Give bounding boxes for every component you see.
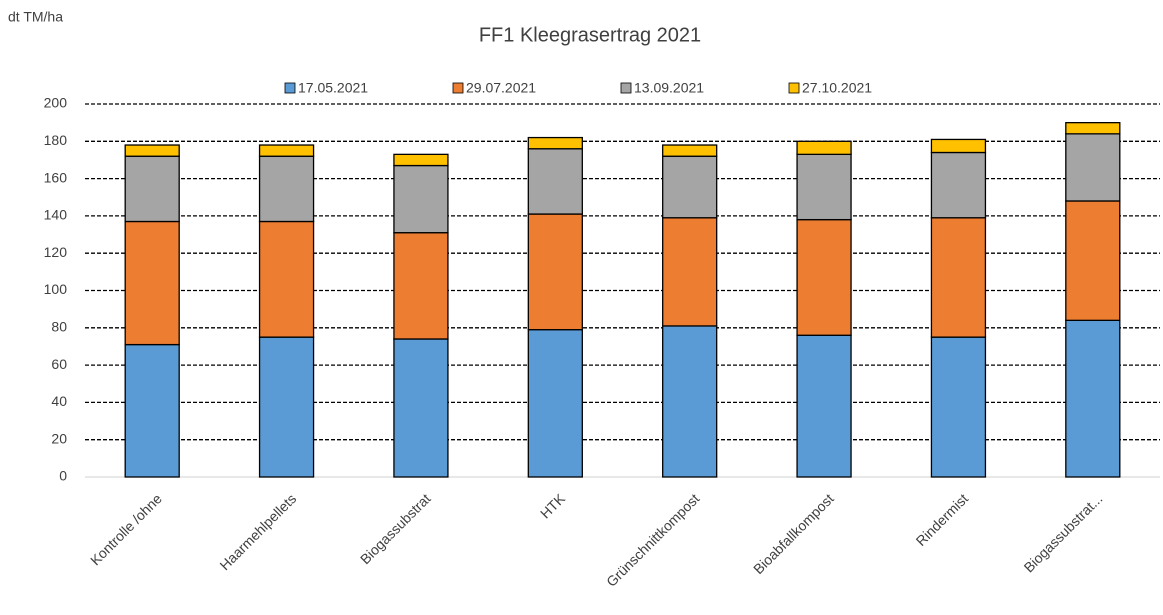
legend-swatch (620, 82, 632, 94)
x-tick-label: Kontrolle /ohne (87, 490, 165, 568)
bar-segment (662, 325, 718, 478)
legend-swatch (452, 82, 464, 94)
bar-segment (1065, 133, 1121, 202)
legend-label: 29.07.2021 (466, 80, 536, 96)
y-tick-label: 80 (51, 319, 67, 335)
y-tick-label: 0 (59, 468, 67, 484)
bar-segment (258, 155, 315, 223)
bar-segment (796, 334, 852, 478)
x-tick-label: Biogassubstrat... (1021, 490, 1106, 575)
bar-segment (258, 220, 315, 338)
bar-segment (930, 336, 987, 478)
y-axis-label: dt TM/ha (8, 9, 63, 25)
bar-segment (527, 329, 583, 478)
bar-segment (258, 144, 315, 157)
y-tick-label: 20 (51, 430, 67, 446)
bar-segment (124, 144, 180, 157)
y-tick-label: 200 (44, 95, 68, 111)
bar-segment (930, 138, 987, 154)
chart-title: FF1 Kleegrasertrag 2021 (479, 24, 701, 46)
y-tick-label: 40 (51, 393, 67, 409)
bar-segment (393, 153, 449, 167)
bar-segment (527, 148, 583, 215)
legend-swatch (788, 82, 800, 94)
x-tick-label: Grünschnittkompost (603, 490, 702, 589)
legend-swatch (284, 82, 296, 94)
legend-label: 17.05.2021 (298, 80, 368, 96)
bar-segment (662, 144, 718, 157)
bar-segment (527, 213, 583, 331)
y-tick-label: 120 (44, 244, 68, 260)
x-tick-label: Bioabfallkompost (750, 490, 837, 577)
bar-segment (796, 218, 852, 336)
x-tick-label: Biogassubstrat (357, 490, 434, 567)
bar-segment (124, 220, 180, 346)
bar-segment (124, 343, 180, 478)
bar-segment (124, 155, 180, 223)
y-tick-label: 180 (44, 132, 68, 148)
bar-segment (1065, 200, 1121, 321)
x-tick-label: Rindermist (913, 490, 972, 549)
bar-segment (796, 140, 852, 156)
legend-label: 27.10.2021 (802, 80, 872, 96)
bar-segment (1065, 319, 1121, 478)
x-tick-label: HTK (537, 490, 569, 522)
bar-segment (1065, 122, 1121, 135)
y-tick-label: 140 (44, 207, 68, 223)
bar-segment (796, 153, 852, 221)
y-tick-label: 60 (51, 356, 67, 372)
x-tick-label: Haarmehlpellets (216, 490, 299, 573)
bar-segment (393, 164, 449, 234)
legend-label: 13.09.2021 (634, 80, 704, 96)
bar-segment (527, 136, 583, 150)
y-tick-label: 160 (44, 169, 68, 185)
bar-segment (930, 151, 987, 219)
bar-segment (662, 217, 718, 327)
y-tick-label: 100 (44, 281, 68, 297)
bar-segment (258, 336, 315, 478)
bar-segment (393, 232, 449, 340)
bar-segment (393, 338, 449, 478)
bar-segment (930, 217, 987, 338)
bar-segment (662, 155, 718, 219)
